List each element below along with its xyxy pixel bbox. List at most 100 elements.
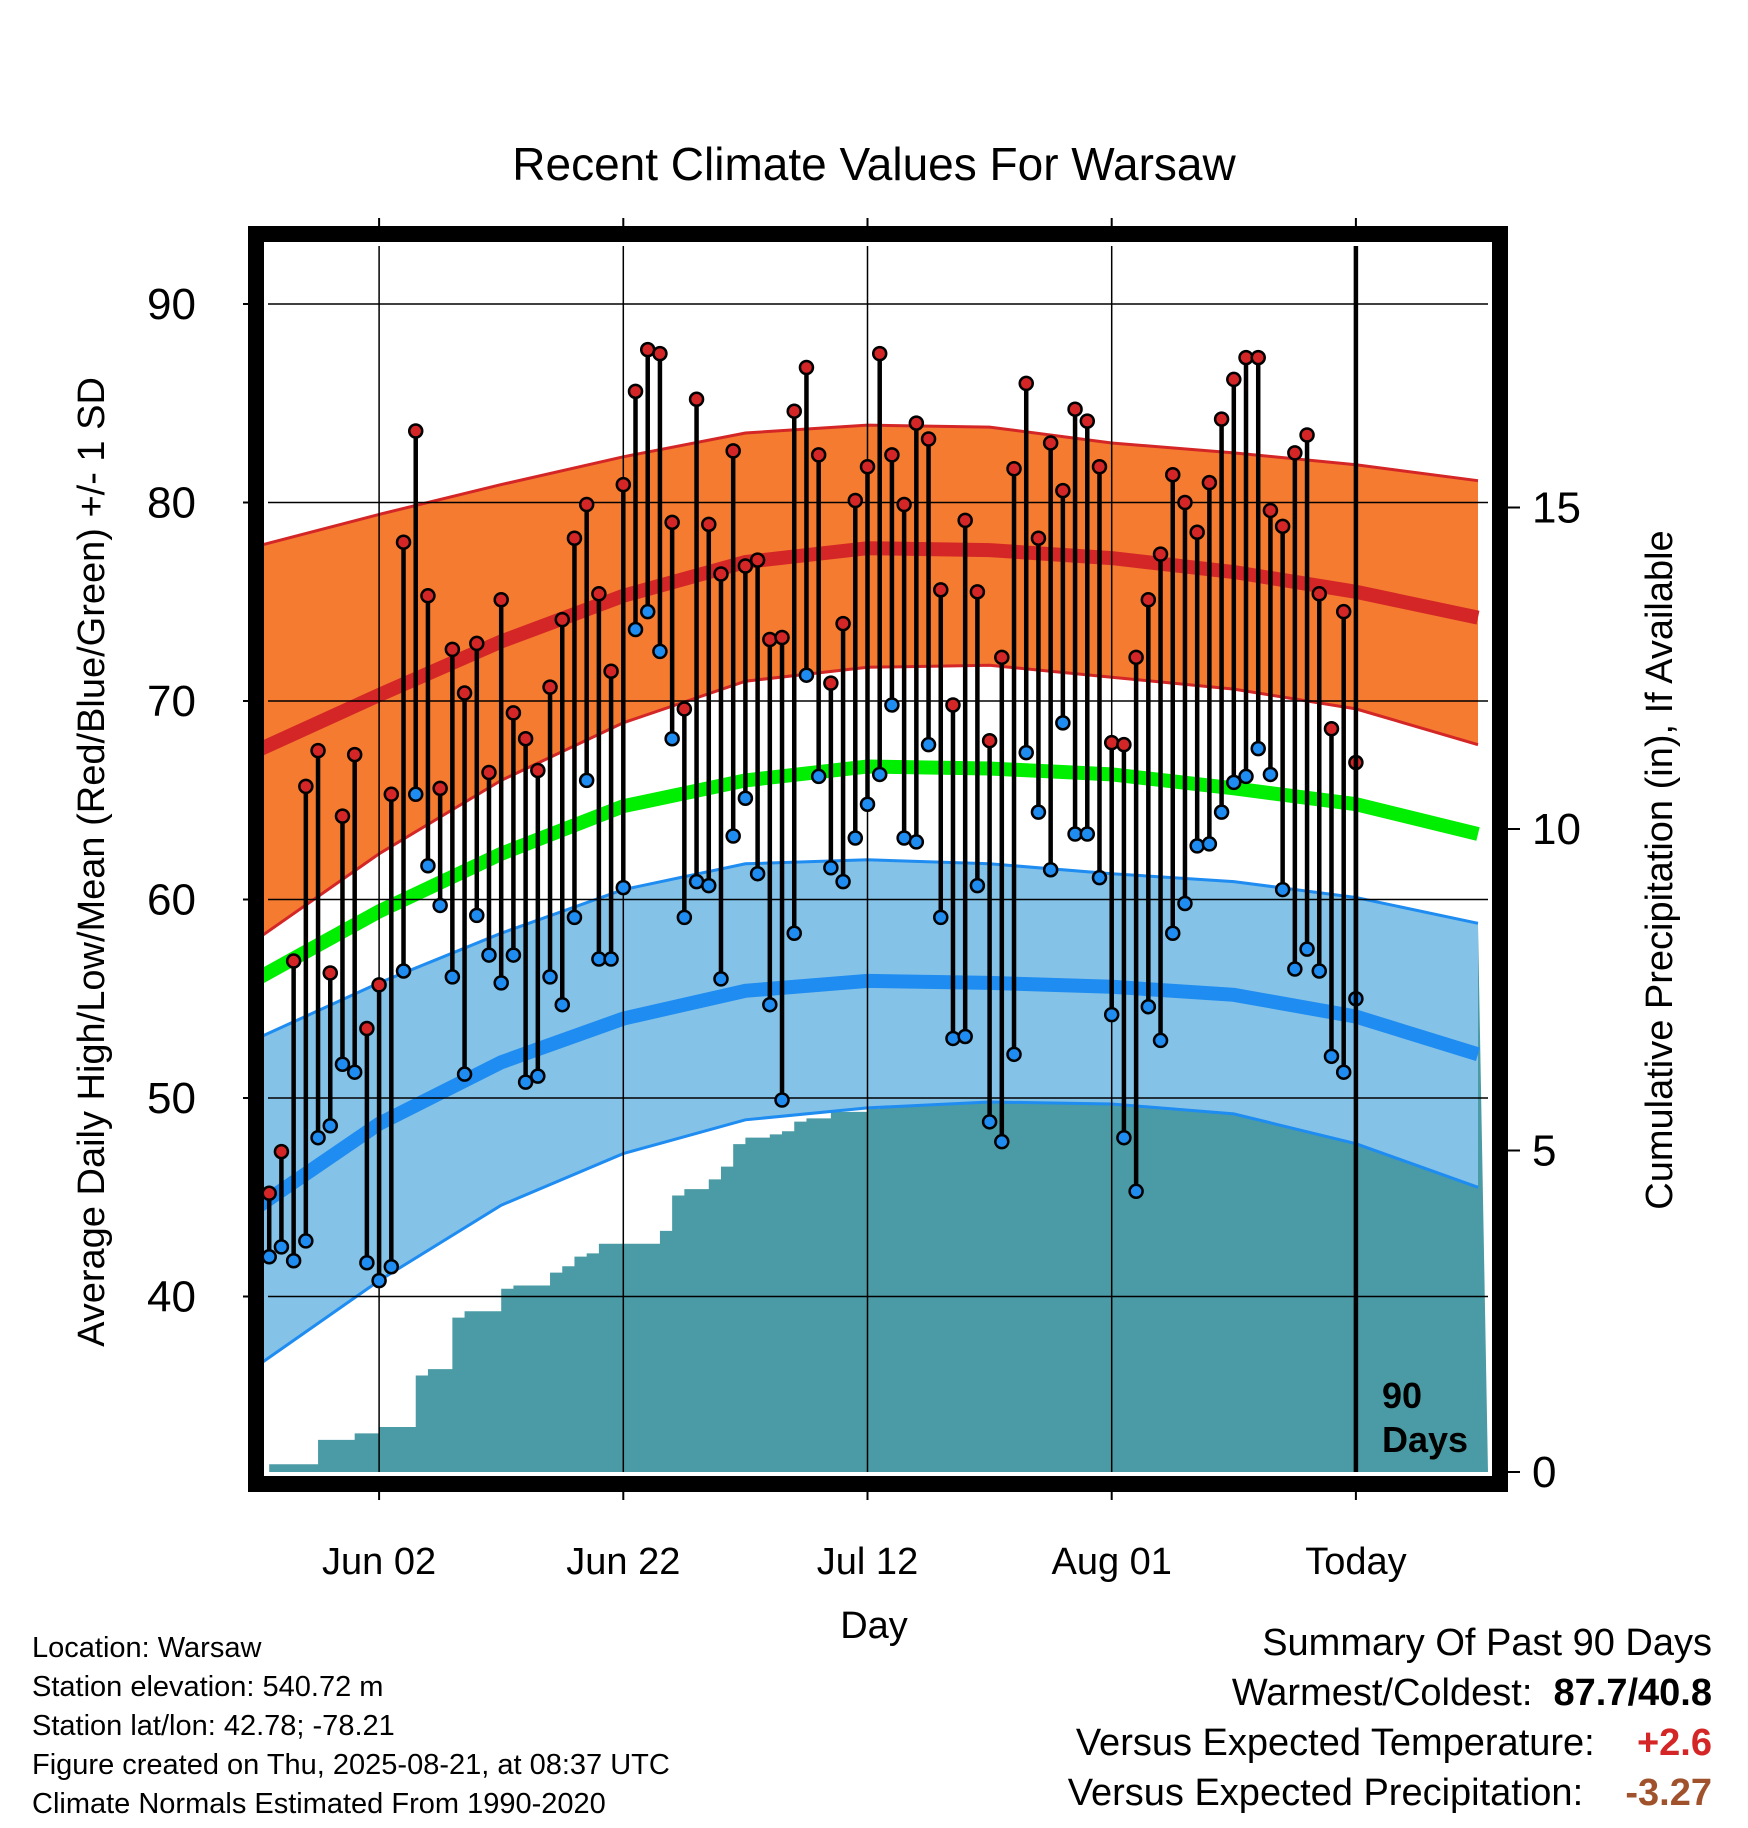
low-point (762, 996, 778, 1013)
low-point (371, 1272, 387, 1289)
y-tick-label: 40 (147, 1273, 196, 1322)
summary-heading: Summary Of Past 90 Days (1262, 1622, 1712, 1664)
high-point (554, 611, 570, 628)
high-point (664, 514, 680, 531)
low-point (1189, 838, 1205, 854)
low-point (701, 877, 717, 894)
low-point (1250, 740, 1266, 757)
low-point (298, 1233, 314, 1249)
low-point (945, 1030, 961, 1047)
high-point (1152, 546, 1169, 562)
low-point (578, 772, 595, 789)
low-point (1165, 925, 1181, 941)
high-point (810, 447, 827, 463)
low-point (713, 971, 729, 987)
low-point (1238, 768, 1254, 785)
high-point (542, 679, 558, 695)
low-point (810, 768, 827, 785)
daily-data-group (261, 341, 1364, 1289)
low-point (933, 909, 949, 926)
low-point (444, 969, 461, 985)
high-point (444, 641, 461, 658)
high-point (871, 345, 888, 362)
high-point (407, 423, 424, 439)
high-point (896, 496, 912, 513)
y2-tick-label: 0 (1532, 1448, 1556, 1497)
ticks-group: 40 50 60 70 80 90 0 5 10 15 Jun 02 Jun 22 Jul 12 Aug … (147, 218, 1581, 1583)
low-point (786, 925, 802, 941)
high-point (1030, 530, 1047, 546)
x-tick-label: Today (1305, 1541, 1406, 1583)
low-point (957, 1028, 973, 1045)
low-point (725, 828, 741, 844)
high-point (603, 663, 619, 679)
high-point (530, 762, 546, 779)
high-point (1128, 649, 1144, 666)
high-point (1103, 734, 1120, 751)
low-point (493, 975, 509, 991)
x-axis-label: Day (840, 1605, 908, 1647)
low-point (383, 1258, 400, 1275)
low-point (823, 859, 839, 876)
high-point (1262, 502, 1279, 519)
low-point (798, 667, 815, 683)
info-elevation: Station elevation: 540.72 m (32, 1671, 384, 1703)
low-point (1226, 774, 1242, 791)
low-point (615, 879, 632, 896)
y-tick-label: 60 (147, 876, 196, 925)
low-point (542, 969, 558, 985)
high-point (1189, 524, 1205, 541)
today-marker-label-2: Days (1382, 1419, 1468, 1460)
high-point (469, 635, 485, 652)
y2-tick-label: 5 (1532, 1127, 1556, 1176)
high-point (798, 359, 815, 376)
high-point (1079, 413, 1096, 429)
low-point (969, 877, 986, 894)
low-point (639, 603, 656, 620)
low-point (994, 1133, 1010, 1150)
low-point (884, 697, 900, 713)
high-point (517, 730, 534, 747)
low-point (1128, 1183, 1144, 1200)
high-point (884, 447, 900, 463)
low-point (981, 1114, 998, 1130)
low-point (737, 790, 754, 807)
low-point (1299, 941, 1315, 957)
low-point (420, 858, 436, 874)
low-point (432, 897, 448, 914)
high-point (1213, 411, 1230, 427)
high-point (298, 778, 314, 795)
plot-frame (248, 226, 1508, 1492)
y2-tick-label: 15 (1532, 484, 1581, 533)
summary-precip: Versus Expected Precipitation: -3.27 (1068, 1772, 1712, 1815)
y2-tick-label: 10 (1532, 805, 1581, 854)
low-point (1335, 1064, 1352, 1080)
plot-frame-group (248, 226, 1508, 1492)
summary-warm-cold: Warmest/Coldest: 87.7/40.8 (1232, 1672, 1712, 1715)
low-point (835, 873, 851, 890)
low-point (346, 1064, 363, 1080)
y-tick-label: 50 (147, 1074, 196, 1123)
high-point (969, 584, 986, 600)
today-marker-label-1: 90 (1382, 1375, 1422, 1416)
info-created: Figure created on Thu, 2025-08-21, at 08… (32, 1749, 670, 1781)
high-point (481, 764, 497, 781)
low-point (1262, 766, 1279, 783)
low-point (920, 736, 937, 753)
low-point (395, 963, 412, 979)
high-point (371, 977, 387, 993)
high-point (933, 582, 949, 598)
low-point (1152, 1032, 1169, 1049)
low-point (517, 1074, 534, 1090)
high-point (273, 1143, 290, 1160)
low-point (1274, 881, 1291, 898)
high-point (652, 345, 668, 362)
low-point (334, 1056, 351, 1073)
high-point (1067, 401, 1083, 417)
x-tick-label: Jun 02 (322, 1541, 436, 1583)
low-point (1079, 826, 1096, 842)
low-point (908, 834, 925, 850)
low-point (566, 909, 583, 926)
low-point (359, 1255, 375, 1271)
high-point (395, 534, 412, 550)
